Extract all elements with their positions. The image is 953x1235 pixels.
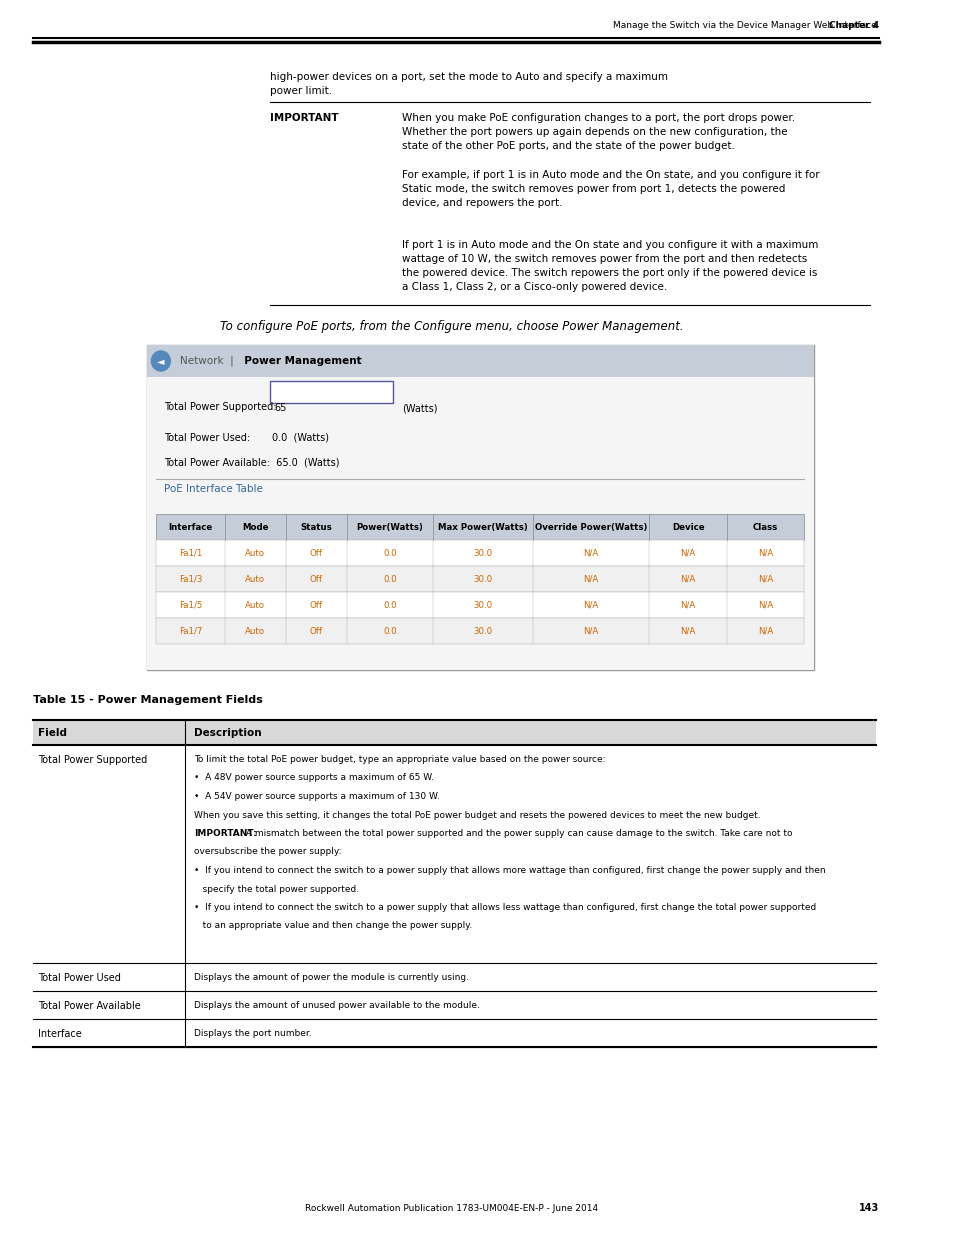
Text: 0.0: 0.0 [383,626,396,636]
Bar [147,345,813,671]
Text: oversubscribe the power supply:: oversubscribe the power supply: [193,847,341,857]
Text: Status: Status [300,522,332,531]
Text: Field: Field [38,727,67,737]
Text: 65: 65 [274,403,287,412]
Text: N/A: N/A [583,626,598,636]
Text: Rockwell Automation Publication 1783-UM004E-EN-P - June 2014: Rockwell Automation Publication 1783-UM0… [305,1204,598,1213]
Text: specify the total power supported.: specify the total power supported. [193,884,358,893]
Text: •  A 48V power source supports a maximum of 65 W.: • A 48V power source supports a maximum … [193,773,434,783]
Bar [156,592,803,618]
Text: Interface: Interface [38,1029,82,1039]
Text: N/A: N/A [583,574,598,583]
Text: Power Management: Power Management [236,356,361,366]
Text: Class: Class [752,522,778,531]
Text: Displays the amount of unused power available to the module.: Displays the amount of unused power avai… [193,1002,479,1010]
Bar [147,377,813,671]
Text: Override Power(Watts): Override Power(Watts) [535,522,647,531]
Text: ◄: ◄ [157,356,165,366]
Text: Auto: Auto [245,574,265,583]
Text: Off: Off [310,600,322,610]
Text: N/A: N/A [679,574,695,583]
Text: 143: 143 [858,1203,879,1213]
Text: Total Power Supported: Total Power Supported [38,755,147,764]
Bar [147,345,813,377]
Bar [156,566,803,592]
Text: Auto: Auto [245,600,265,610]
Text: If port 1 is in Auto mode and the On state and you configure it with a maximum
w: If port 1 is in Auto mode and the On sta… [402,240,818,291]
Bar [156,514,803,540]
Text: Fa1/3: Fa1/3 [178,574,202,583]
Text: Chapter 4: Chapter 4 [828,21,879,30]
Text: Total Power Supported:: Total Power Supported: [164,403,276,412]
Text: Auto: Auto [245,626,265,636]
Text: 30.0: 30.0 [473,626,492,636]
Text: high-power devices on a port, set the mode to Auto and specify a maximum
power l: high-power devices on a port, set the mo… [270,72,667,96]
Text: N/A: N/A [758,548,773,557]
Bar [33,720,876,745]
Text: Power(Watts): Power(Watts) [356,522,423,531]
Text: To configure PoE ports, from the Configure menu, choose Power Management.: To configure PoE ports, from the Configu… [219,320,682,333]
Text: Max Power(Watts): Max Power(Watts) [437,522,527,531]
Text: Off: Off [310,574,322,583]
Text: IMPORTANT: IMPORTANT [270,112,338,124]
Text: Total Power Used:       0.0  (Watts): Total Power Used: 0.0 (Watts) [164,432,329,442]
Text: Total Power Available: Total Power Available [38,1002,140,1011]
Text: Fa1/1: Fa1/1 [178,548,202,557]
Text: 0.0: 0.0 [383,574,396,583]
Text: PoE Interface Table: PoE Interface Table [164,484,262,494]
Text: •  If you intend to connect the switch to a power supply that allows less wattag: • If you intend to connect the switch to… [193,903,816,911]
Text: 0.0: 0.0 [383,548,396,557]
Text: N/A: N/A [679,626,695,636]
Text: 0.0: 0.0 [383,600,396,610]
Text: Device: Device [671,522,703,531]
Text: Interface: Interface [169,522,213,531]
Bar [156,540,803,566]
Text: 30.0: 30.0 [473,574,492,583]
Text: N/A: N/A [679,548,695,557]
Text: N/A: N/A [583,600,598,610]
Text: Displays the amount of power the module is currently using.: Displays the amount of power the module … [193,973,469,982]
Text: 30.0: 30.0 [473,600,492,610]
Text: Displays the port number.: Displays the port number. [193,1029,312,1037]
Text: Mode: Mode [242,522,269,531]
Text: N/A: N/A [758,574,773,583]
Text: (Watts): (Watts) [402,403,437,412]
Text: IMPORTANT:: IMPORTANT: [193,829,256,839]
Text: N/A: N/A [583,548,598,557]
Text: Description: Description [193,727,261,737]
Bar [156,618,803,643]
Text: Manage the Switch via the Device Manager Web Interface: Manage the Switch via the Device Manager… [612,21,876,30]
Text: N/A: N/A [758,626,773,636]
Text: N/A: N/A [679,600,695,610]
Text: Auto: Auto [245,548,265,557]
Text: A mismatch between the total power supported and the power supply can cause dama: A mismatch between the total power suppo… [243,829,792,839]
Bar [270,380,393,403]
Text: Network  |: Network | [179,356,233,367]
Text: Fa1/7: Fa1/7 [178,626,202,636]
Text: N/A: N/A [758,600,773,610]
Text: Total Power Used: Total Power Used [38,973,121,983]
Text: •  If you intend to connect the switch to a power supply that allows more wattag: • If you intend to connect the switch to… [193,866,824,876]
Text: Fa1/5: Fa1/5 [178,600,202,610]
Text: to an appropriate value and then change the power supply.: to an appropriate value and then change … [193,921,472,930]
Text: ◄: ◄ [156,356,165,366]
Text: Table 15 - Power Management Fields: Table 15 - Power Management Fields [33,695,263,705]
Text: When you make PoE configuration changes to a port, the port drops power.
Whether: When you make PoE configuration changes … [402,112,795,151]
Text: •  A 54V power source supports a maximum of 130 W.: • A 54V power source supports a maximum … [193,792,439,802]
Text: When you save this setting, it changes the total PoE power budget and resets the: When you save this setting, it changes t… [193,810,760,820]
Circle shape [152,351,171,370]
Text: To limit the total PoE power budget, type an appropriate value based on the powe: To limit the total PoE power budget, typ… [193,755,605,764]
Text: Off: Off [310,626,322,636]
Text: Total Power Available:  65.0  (Watts): Total Power Available: 65.0 (Watts) [164,457,339,467]
Text: 30.0: 30.0 [473,548,492,557]
Text: Off: Off [310,548,322,557]
Text: For example, if port 1 is in Auto mode and the On state, and you configure it fo: For example, if port 1 is in Auto mode a… [402,170,819,207]
